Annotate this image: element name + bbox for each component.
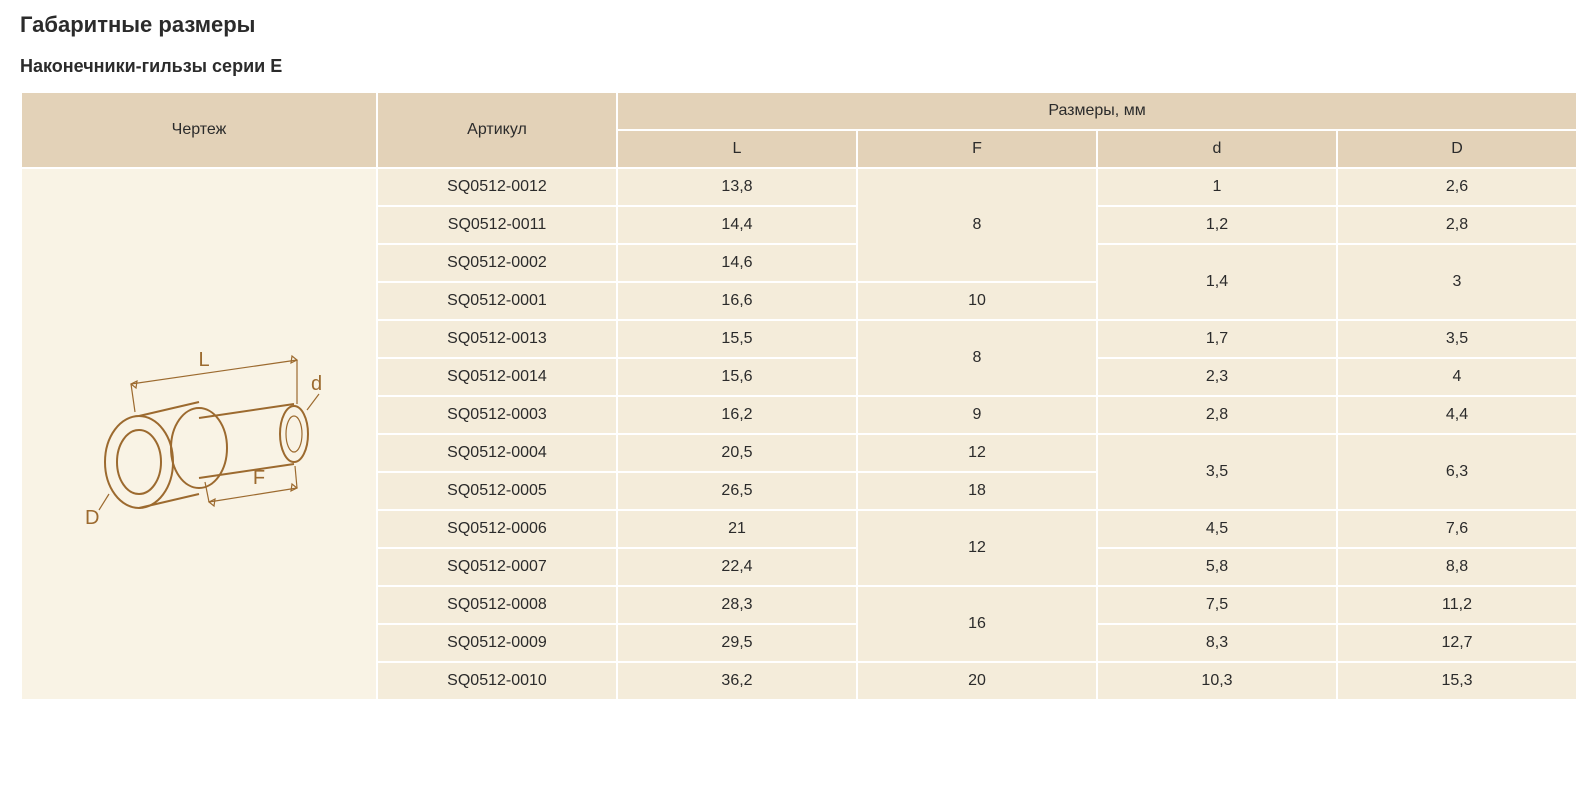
cell-L: 20,5 xyxy=(617,434,857,472)
cell-article: SQ0512-0001 xyxy=(377,282,617,320)
ferrule-diagram: L d F D xyxy=(59,334,339,534)
cell-F: 10 xyxy=(857,282,1097,320)
cell-L: 15,5 xyxy=(617,320,857,358)
cell-F: 9 xyxy=(857,396,1097,434)
cell-article: SQ0512-0012 xyxy=(377,168,617,206)
cell-d: 5,8 xyxy=(1097,548,1337,586)
header-L: L xyxy=(617,130,857,168)
dimensions-table: Чертеж Артикул Размеры, мм L F d D L xyxy=(20,91,1578,701)
cell-D: 2,8 xyxy=(1337,206,1577,244)
cell-F: 16 xyxy=(857,586,1097,662)
cell-D: 4,4 xyxy=(1337,396,1577,434)
page-subtitle: Наконечники-гильзы серии Е xyxy=(20,56,1574,77)
cell-d: 1,7 xyxy=(1097,320,1337,358)
cell-L: 29,5 xyxy=(617,624,857,662)
svg-text:L: L xyxy=(198,349,209,371)
cell-F: 8 xyxy=(857,168,1097,282)
cell-d: 1,2 xyxy=(1097,206,1337,244)
cell-article: SQ0512-0011 xyxy=(377,206,617,244)
cell-article: SQ0512-0004 xyxy=(377,434,617,472)
cell-article: SQ0512-0014 xyxy=(377,358,617,396)
cell-d: 1 xyxy=(1097,168,1337,206)
cell-article: SQ0512-0013 xyxy=(377,320,617,358)
cell-article: SQ0512-0010 xyxy=(377,662,617,700)
cell-L: 14,6 xyxy=(617,244,857,282)
header-drawing: Чертеж xyxy=(21,92,377,168)
cell-D: 8,8 xyxy=(1337,548,1577,586)
cell-L: 14,4 xyxy=(617,206,857,244)
cell-L: 21 xyxy=(617,510,857,548)
cell-d: 1,4 xyxy=(1097,244,1337,320)
cell-D: 4 xyxy=(1337,358,1577,396)
header-dimensions: Размеры, мм xyxy=(617,92,1577,130)
cell-L: 26,5 xyxy=(617,472,857,510)
cell-article: SQ0512-0006 xyxy=(377,510,617,548)
cell-D: 11,2 xyxy=(1337,586,1577,624)
cell-F: 8 xyxy=(857,320,1097,396)
cell-article: SQ0512-0002 xyxy=(377,244,617,282)
cell-d: 8,3 xyxy=(1097,624,1337,662)
cell-L: 28,3 xyxy=(617,586,857,624)
cell-D: 2,6 xyxy=(1337,168,1577,206)
header-d: d xyxy=(1097,130,1337,168)
svg-text:F: F xyxy=(253,467,265,489)
cell-F: 12 xyxy=(857,434,1097,472)
cell-D: 15,3 xyxy=(1337,662,1577,700)
cell-D: 3 xyxy=(1337,244,1577,320)
cell-d: 10,3 xyxy=(1097,662,1337,700)
header-D: D xyxy=(1337,130,1577,168)
cell-article: SQ0512-0009 xyxy=(377,624,617,662)
cell-D: 3,5 xyxy=(1337,320,1577,358)
cell-D: 12,7 xyxy=(1337,624,1577,662)
header-article: Артикул xyxy=(377,92,617,168)
svg-text:D: D xyxy=(85,507,99,529)
cell-d: 4,5 xyxy=(1097,510,1337,548)
cell-d: 2,3 xyxy=(1097,358,1337,396)
cell-D: 6,3 xyxy=(1337,434,1577,510)
cell-article: SQ0512-0005 xyxy=(377,472,617,510)
table-row: L d F D SQ0512-001213,8812,6 xyxy=(21,168,1577,206)
svg-text:d: d xyxy=(311,373,322,395)
header-F: F xyxy=(857,130,1097,168)
cell-d: 3,5 xyxy=(1097,434,1337,510)
cell-article: SQ0512-0008 xyxy=(377,586,617,624)
page-title: Габаритные размеры xyxy=(20,12,1574,38)
cell-L: 22,4 xyxy=(617,548,857,586)
cell-D: 7,6 xyxy=(1337,510,1577,548)
cell-L: 16,2 xyxy=(617,396,857,434)
drawing-cell: L d F D xyxy=(21,168,377,700)
cell-L: 13,8 xyxy=(617,168,857,206)
cell-F: 20 xyxy=(857,662,1097,700)
cell-F: 12 xyxy=(857,510,1097,586)
cell-L: 16,6 xyxy=(617,282,857,320)
cell-L: 36,2 xyxy=(617,662,857,700)
cell-article: SQ0512-0007 xyxy=(377,548,617,586)
cell-d: 7,5 xyxy=(1097,586,1337,624)
cell-article: SQ0512-0003 xyxy=(377,396,617,434)
cell-d: 2,8 xyxy=(1097,396,1337,434)
cell-F: 18 xyxy=(857,472,1097,510)
cell-L: 15,6 xyxy=(617,358,857,396)
